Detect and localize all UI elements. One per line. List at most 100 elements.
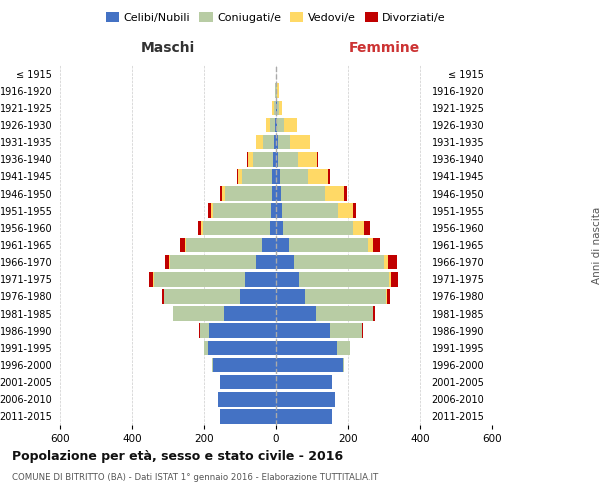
Bar <box>384 255 388 270</box>
Bar <box>281 186 325 201</box>
Bar <box>225 186 272 201</box>
Bar <box>284 118 296 132</box>
Bar <box>276 152 278 166</box>
Bar <box>362 324 363 338</box>
Bar <box>276 289 305 304</box>
Bar <box>276 186 281 201</box>
Bar <box>317 152 318 166</box>
Bar <box>170 255 256 270</box>
Bar <box>276 135 278 150</box>
Bar <box>276 118 277 132</box>
Bar <box>238 169 242 184</box>
Bar <box>253 152 273 166</box>
Bar <box>275 118 276 132</box>
Bar <box>353 220 364 235</box>
Bar <box>283 220 353 235</box>
Bar <box>276 409 332 424</box>
Bar <box>179 238 185 252</box>
Bar <box>161 289 164 304</box>
Bar <box>277 118 284 132</box>
Bar <box>213 204 271 218</box>
Bar <box>330 324 362 338</box>
Bar <box>276 272 299 286</box>
Bar <box>276 358 343 372</box>
Bar <box>247 152 248 166</box>
Bar <box>276 392 335 406</box>
Bar <box>245 272 276 286</box>
Bar <box>213 358 276 372</box>
Bar <box>266 118 270 132</box>
Bar <box>272 169 276 184</box>
Bar <box>272 186 276 201</box>
Bar <box>276 220 283 235</box>
Bar <box>343 358 344 372</box>
Bar <box>256 135 263 150</box>
Bar <box>338 204 353 218</box>
Bar <box>199 324 200 338</box>
Bar <box>164 289 240 304</box>
Bar <box>373 306 375 321</box>
Bar <box>373 238 380 252</box>
Bar <box>278 152 298 166</box>
Bar <box>283 204 338 218</box>
Bar <box>197 220 201 235</box>
Bar <box>328 169 330 184</box>
Bar <box>154 272 245 286</box>
Bar <box>173 306 224 321</box>
Bar <box>201 220 203 235</box>
Bar <box>294 255 384 270</box>
Bar <box>386 289 390 304</box>
Bar <box>203 220 269 235</box>
Bar <box>220 375 276 390</box>
Bar <box>276 324 330 338</box>
Bar <box>276 306 316 321</box>
Bar <box>248 152 253 166</box>
Bar <box>344 186 347 201</box>
Bar <box>220 409 276 424</box>
Bar <box>269 220 276 235</box>
Bar <box>211 204 213 218</box>
Bar <box>208 340 276 355</box>
Bar <box>262 238 276 252</box>
Legend: Celibi/Nubili, Coniugati/e, Vedovi/e, Divorziati/e: Celibi/Nubili, Coniugati/e, Vedovi/e, Di… <box>101 8 451 28</box>
Bar <box>364 220 370 235</box>
Bar <box>280 169 308 184</box>
Bar <box>274 135 276 150</box>
Bar <box>278 135 290 150</box>
Bar <box>276 238 289 252</box>
Bar <box>289 238 368 252</box>
Bar <box>298 152 317 166</box>
Bar <box>240 289 276 304</box>
Bar <box>208 204 211 218</box>
Text: Maschi: Maschi <box>141 41 195 55</box>
Bar <box>337 340 350 355</box>
Bar <box>218 392 276 406</box>
Bar <box>222 186 225 201</box>
Bar <box>276 169 280 184</box>
Bar <box>272 100 274 115</box>
Bar <box>368 238 373 252</box>
Bar <box>389 272 391 286</box>
Bar <box>276 84 277 98</box>
Bar <box>275 84 276 98</box>
Bar <box>270 118 275 132</box>
Bar <box>305 289 386 304</box>
Bar <box>290 135 310 150</box>
Bar <box>204 340 208 355</box>
Bar <box>276 100 277 115</box>
Bar <box>325 186 344 201</box>
Bar <box>316 306 373 321</box>
Bar <box>277 100 278 115</box>
Bar <box>274 100 276 115</box>
Bar <box>185 238 186 252</box>
Bar <box>391 272 398 286</box>
Bar <box>308 169 328 184</box>
Bar <box>388 255 397 270</box>
Bar <box>278 100 282 115</box>
Bar <box>276 204 283 218</box>
Bar <box>299 272 389 286</box>
Text: Anni di nascita: Anni di nascita <box>592 206 600 284</box>
Bar <box>169 255 170 270</box>
Bar <box>263 135 274 150</box>
Bar <box>353 204 356 218</box>
